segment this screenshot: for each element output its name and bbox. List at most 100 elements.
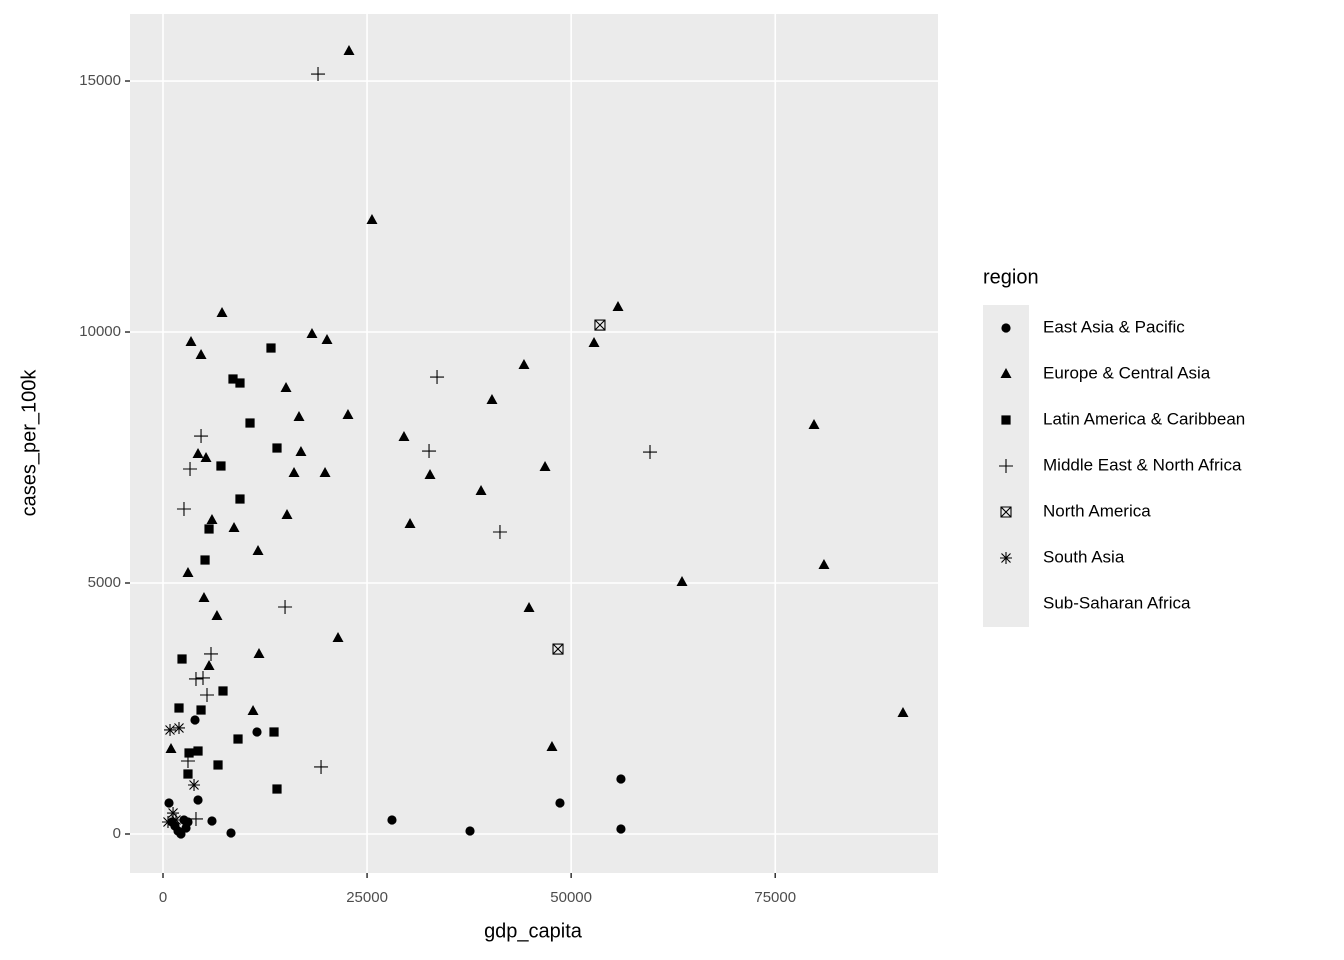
point: [612, 301, 624, 312]
legend-key: [1001, 415, 1011, 425]
point: [539, 461, 551, 472]
legend-label: Europe & Central Asia: [1043, 363, 1211, 382]
point: [588, 337, 600, 348]
point: [546, 741, 558, 752]
point: [293, 410, 305, 421]
point: [311, 67, 326, 82]
point: [616, 774, 626, 784]
legend-key: [1000, 552, 1012, 564]
legend-label: Middle East & North Africa: [1043, 455, 1242, 474]
point: [218, 686, 228, 696]
point: [295, 446, 307, 457]
point: [897, 707, 909, 718]
point: [185, 335, 197, 346]
point: [211, 609, 223, 620]
legend-key: [1000, 368, 1012, 378]
point: [278, 599, 293, 614]
y-tick-label: 0: [113, 825, 121, 842]
point: [200, 452, 212, 463]
x-tick-label: 25000: [346, 889, 388, 906]
point: [188, 779, 201, 792]
point: [233, 734, 243, 744]
legend-title: region: [983, 266, 1039, 288]
point: [228, 374, 238, 384]
point: [492, 525, 507, 539]
point: [161, 815, 174, 828]
point: [280, 382, 292, 393]
point: [182, 567, 194, 578]
point: [183, 817, 193, 827]
legend-key: [1000, 506, 1012, 518]
point: [269, 727, 279, 737]
legend-label: Latin America & Caribbean: [1043, 409, 1245, 428]
point: [200, 555, 210, 565]
x-tick-label: 75000: [754, 889, 796, 906]
point: [198, 592, 210, 603]
point: [818, 559, 830, 570]
plot-panel: [130, 14, 938, 873]
point: [216, 461, 226, 471]
point: [424, 469, 436, 480]
point: [173, 721, 186, 734]
point: [193, 746, 203, 756]
point: [594, 319, 606, 331]
point: [398, 431, 410, 442]
point: [169, 813, 182, 826]
point: [226, 828, 236, 838]
y-axis-title: cases_per_100k: [18, 369, 40, 517]
point: [465, 826, 475, 836]
y-tick-label: 10000: [79, 323, 121, 340]
point: [183, 462, 198, 477]
y-tick-label: 5000: [88, 574, 121, 591]
point: [332, 632, 344, 643]
point: [288, 467, 300, 478]
point: [430, 370, 445, 385]
point: [404, 518, 416, 529]
point: [247, 705, 259, 716]
point: [196, 705, 206, 715]
point: [555, 798, 565, 808]
point: [176, 829, 186, 839]
point: [192, 447, 204, 458]
point: [518, 359, 530, 370]
point: [207, 816, 217, 826]
point: [253, 647, 265, 658]
point: [200, 687, 215, 702]
point: [165, 743, 177, 754]
point: [177, 654, 187, 664]
point: [252, 545, 264, 556]
point: [523, 602, 535, 613]
point: [808, 419, 820, 430]
legend-label: Sub-Saharan Africa: [1043, 593, 1191, 612]
point: [314, 759, 329, 774]
point: [216, 307, 228, 318]
x-tick-label: 50000: [550, 889, 592, 906]
point: [184, 748, 194, 758]
point: [164, 798, 174, 808]
point: [387, 815, 397, 825]
point: [167, 807, 180, 820]
point: [475, 484, 487, 495]
x-axis-title: gdp_capita: [484, 920, 583, 942]
legend-label: East Asia & Pacific: [1043, 317, 1185, 336]
point: [486, 394, 498, 405]
point: [266, 343, 276, 353]
point: [245, 418, 255, 428]
point: [343, 45, 355, 56]
y-tick-label: 15000: [79, 72, 121, 89]
point: [190, 715, 200, 725]
point: [422, 444, 437, 459]
point: [204, 524, 214, 534]
point: [180, 754, 195, 769]
point: [676, 575, 688, 586]
point: [321, 334, 333, 345]
legend-key: [999, 459, 1013, 473]
point: [306, 328, 318, 339]
point: [174, 703, 184, 713]
point: [643, 445, 658, 460]
point: [206, 514, 218, 525]
point: [183, 769, 193, 779]
point: [194, 429, 209, 444]
point: [176, 502, 191, 517]
